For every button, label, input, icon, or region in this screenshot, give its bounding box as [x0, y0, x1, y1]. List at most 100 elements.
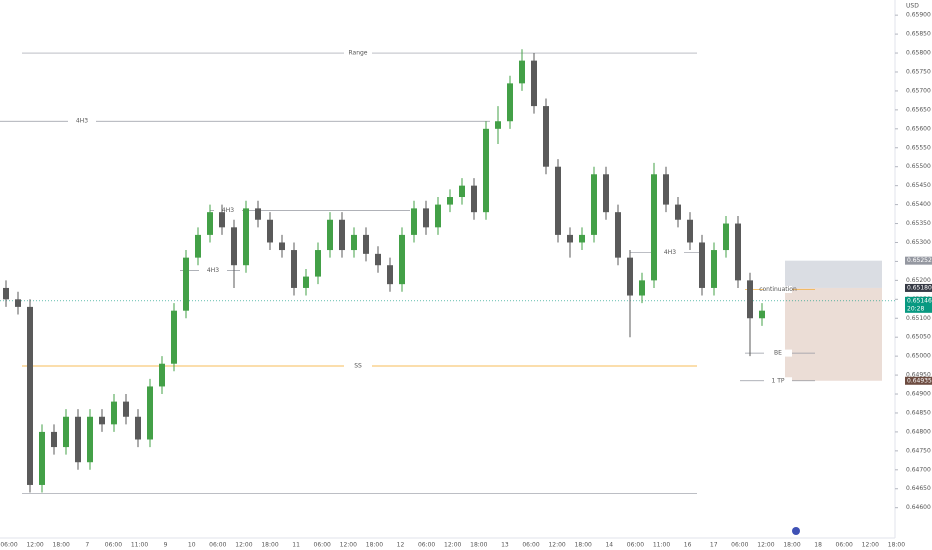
- level-label: 4H3: [664, 249, 676, 256]
- candle-body: [675, 204, 681, 220]
- candle-body: [447, 197, 453, 205]
- y-tick-label: 0.65050: [906, 334, 931, 341]
- candle-body: [747, 280, 753, 319]
- level-label-bg: [199, 267, 227, 275]
- candle-body: [39, 431, 45, 485]
- x-tick-label: 06:00: [627, 542, 644, 549]
- candle-body: [699, 242, 705, 288]
- x-tick-label: 18:00: [366, 542, 383, 549]
- x-tick-label: 06:00: [105, 542, 122, 549]
- x-tick-label: 06:00: [314, 542, 331, 549]
- x-tick-label: 12:00: [862, 542, 879, 549]
- countdown: 20:28: [907, 305, 924, 312]
- price-tag: [905, 376, 932, 385]
- y-tick-label: 0.64900: [906, 391, 931, 398]
- candle-body: [651, 174, 657, 281]
- candle-body: [267, 219, 273, 243]
- y-tick-label: 0.65750: [906, 68, 931, 75]
- y-tick-label: 0.64850: [906, 409, 931, 416]
- candle-body: [183, 257, 189, 311]
- event-icon[interactable]: [792, 527, 800, 535]
- y-tick-label: 0.65700: [906, 87, 931, 94]
- x-tick-label: 18:00: [53, 542, 70, 549]
- candle-body: [567, 234, 573, 243]
- level-label-bg: [344, 362, 372, 370]
- y-tick-label: 0.64650: [906, 485, 931, 492]
- candle-body: [219, 212, 225, 228]
- y-tick-label: 0.64600: [906, 504, 931, 511]
- target-zone: [785, 260, 882, 288]
- x-tick-label: 06:00: [836, 542, 853, 549]
- candle-body: [231, 227, 237, 266]
- candle-body: [687, 219, 693, 243]
- x-tick-label: 18:00: [261, 542, 278, 549]
- y-tick-label: 0.64700: [906, 466, 931, 473]
- candle-body: [243, 208, 249, 266]
- candle-body: [123, 401, 129, 417]
- level-label: 4H3: [207, 267, 219, 274]
- candle-body: [399, 234, 405, 285]
- price-tag-label: 0.65252: [907, 257, 932, 264]
- candle-body: [603, 174, 609, 213]
- y-tick-label: 0.65500: [906, 163, 931, 170]
- candle-body: [711, 250, 717, 288]
- candle-body: [375, 253, 381, 266]
- level-label-bg: [764, 377, 792, 385]
- y-tick-label: 0.64750: [906, 447, 931, 454]
- candle-body: [471, 185, 477, 213]
- price-tag-label: 0.65146: [907, 297, 932, 304]
- y-tick-label: 0.64800: [906, 428, 931, 435]
- x-tick-label: 12:00: [444, 542, 461, 549]
- level-label-bg: [656, 248, 684, 256]
- candle-body: [51, 431, 57, 448]
- candle-body: [759, 310, 765, 319]
- x-tick-label: 16: [684, 542, 692, 549]
- candle-body: [63, 416, 69, 448]
- candle-body: [627, 257, 633, 296]
- level-label: BE: [774, 350, 782, 357]
- candle-body: [363, 234, 369, 254]
- candle-body: [291, 250, 297, 288]
- risk-zone: [785, 287, 882, 381]
- candle-body: [495, 121, 501, 129]
- level-label: 4H3: [76, 118, 88, 125]
- candle-body: [531, 60, 537, 107]
- x-tick-label: 11:00: [653, 542, 670, 549]
- candle-body: [615, 212, 621, 258]
- candle-body: [195, 234, 201, 258]
- price-tag: [905, 283, 932, 292]
- y-tick-label: 0.65400: [906, 201, 931, 208]
- candle-body: [507, 83, 513, 122]
- candle-body: [327, 219, 333, 251]
- candle-body: [111, 401, 117, 425]
- x-tick-label: 18: [814, 542, 822, 549]
- candle-body: [387, 265, 393, 285]
- x-tick-label: 18:00: [888, 542, 905, 549]
- y-tick-label: 0.65100: [906, 315, 931, 322]
- x-tick-label: 12:00: [340, 542, 357, 549]
- candle-body: [459, 185, 465, 198]
- x-tick-label: 12:00: [548, 542, 565, 549]
- y-tick-label: 0.65850: [906, 31, 931, 38]
- y-tick-label: 0.65600: [906, 125, 931, 132]
- candle-body: [579, 234, 585, 243]
- candle-body: [351, 234, 357, 251]
- candle-body: [207, 212, 213, 235]
- candle-body: [555, 166, 561, 235]
- level-label: SS: [354, 362, 362, 369]
- x-tick-label: 06:00: [0, 542, 17, 549]
- x-tick-label: 12:00: [757, 542, 774, 549]
- y-tick-label: 0.65550: [906, 144, 931, 151]
- candle-body: [591, 174, 597, 235]
- level-label-bg: [214, 207, 242, 215]
- x-tick-label: 9: [164, 542, 168, 549]
- candle-body: [3, 287, 9, 300]
- candle-body: [159, 363, 165, 387]
- candle-body: [519, 60, 525, 84]
- y-tick-label: 0.65000: [906, 353, 931, 360]
- x-tick-label: 14: [605, 542, 613, 549]
- level-label: 1 TP: [771, 377, 784, 384]
- candle-body: [411, 208, 417, 235]
- x-tick-label: 13: [501, 542, 509, 549]
